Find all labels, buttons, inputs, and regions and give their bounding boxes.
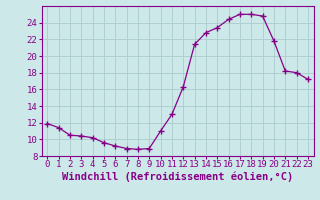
X-axis label: Windchill (Refroidissement éolien,°C): Windchill (Refroidissement éolien,°C)	[62, 172, 293, 182]
